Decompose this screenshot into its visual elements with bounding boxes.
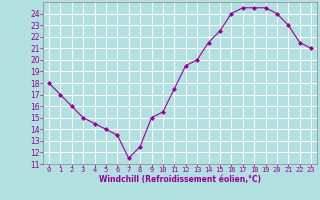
X-axis label: Windchill (Refroidissement éolien,°C): Windchill (Refroidissement éolien,°C) bbox=[99, 175, 261, 184]
